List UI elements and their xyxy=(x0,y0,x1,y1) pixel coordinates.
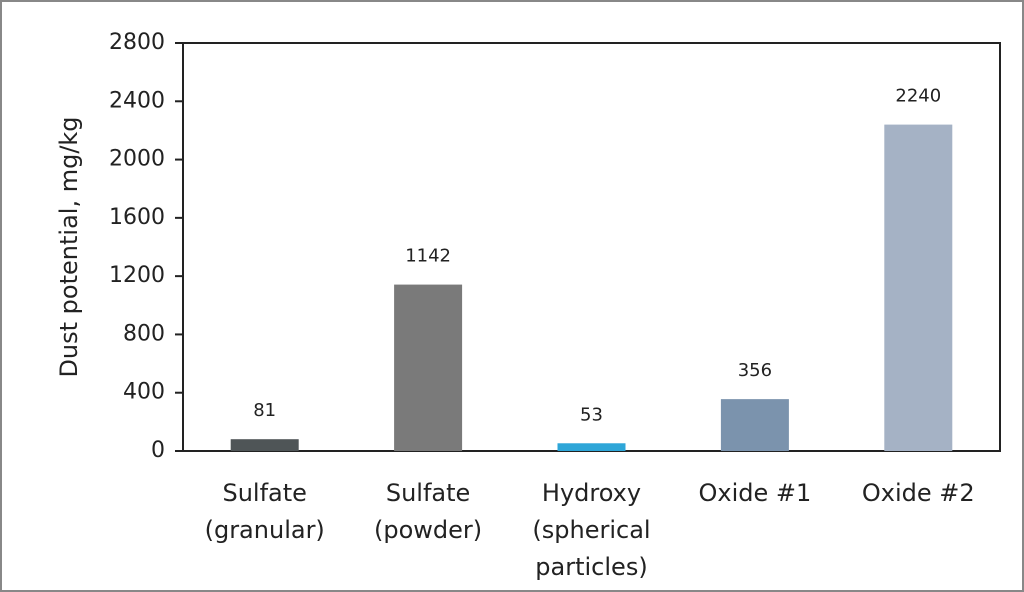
data-label: 53 xyxy=(580,404,603,425)
x-tick-label: (granular) xyxy=(205,516,325,544)
data-label: 1142 xyxy=(405,246,451,267)
x-tick-label: (spherical xyxy=(532,516,650,544)
bar xyxy=(394,284,463,451)
x-tick-label: Oxide #1 xyxy=(699,479,812,507)
y-tick-label: 800 xyxy=(123,321,165,346)
x-tick-label: Oxide #2 xyxy=(862,479,975,507)
bar xyxy=(720,399,789,451)
data-label: 356 xyxy=(738,360,772,381)
x-tick-label: (powder) xyxy=(374,516,482,544)
bar xyxy=(557,443,626,451)
y-tick-label: 2400 xyxy=(109,88,165,113)
x-tick-label: Sulfate xyxy=(386,479,470,507)
data-label: 2240 xyxy=(895,86,941,107)
y-axis-label: Dust potential, mg/kg xyxy=(55,116,83,377)
y-tick-label: 400 xyxy=(123,380,165,405)
x-tick-label: Sulfate xyxy=(222,479,306,507)
y-tick-label: 1200 xyxy=(109,263,165,288)
y-tick-label: 2000 xyxy=(109,147,165,172)
data-label: 81 xyxy=(253,400,276,421)
bar xyxy=(884,124,953,451)
y-tick-label: 0 xyxy=(151,438,165,463)
x-tick-label: particles) xyxy=(535,553,647,581)
bar xyxy=(230,439,299,451)
y-tick-label: 2800 xyxy=(109,30,165,55)
x-tick-label: Hydroxy xyxy=(542,479,641,507)
y-tick-label: 1600 xyxy=(109,205,165,230)
